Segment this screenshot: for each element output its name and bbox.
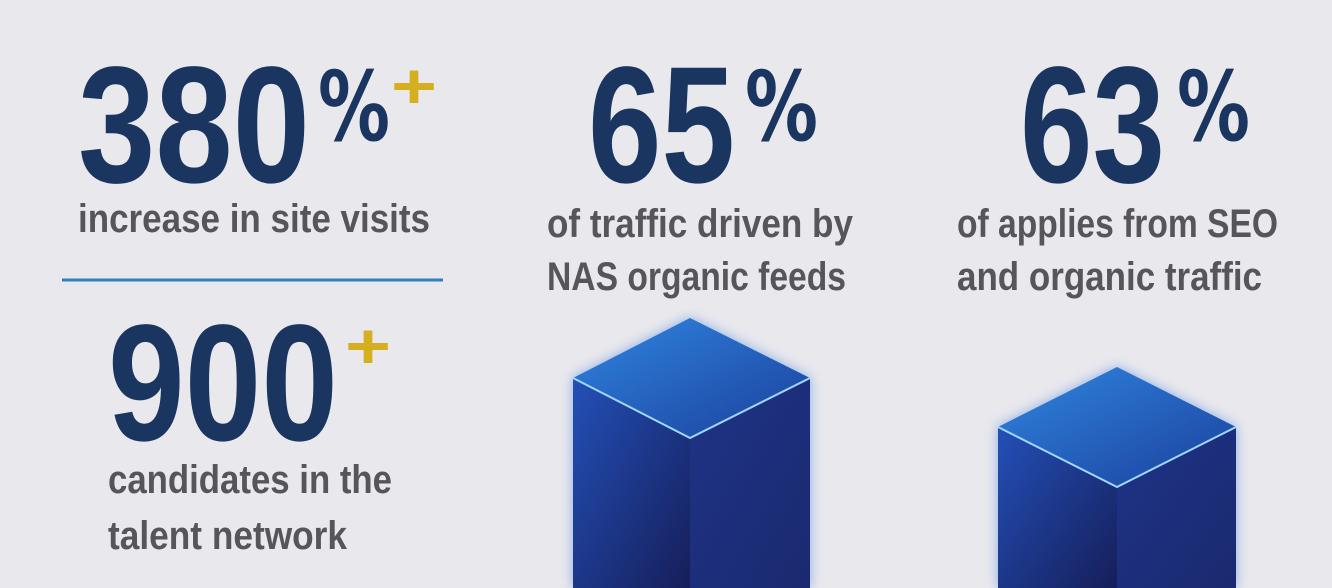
cube-right <box>690 378 810 588</box>
stat-caption: and organic traffic <box>957 255 1262 299</box>
stat-caption: of traffic driven by <box>547 202 854 246</box>
stat-unit: % <box>745 51 818 163</box>
stat-caption: NAS organic feeds <box>547 255 846 299</box>
stat-value: 63 <box>1020 33 1165 218</box>
stat-unit: % <box>318 51 390 163</box>
stat-plus: + <box>345 310 391 382</box>
cube <box>572 318 811 588</box>
stat-value: 65 <box>588 33 735 218</box>
cube <box>997 367 1237 588</box>
cube-left <box>998 427 1117 588</box>
cube-edge <box>997 426 1237 489</box>
stat-value: 900 <box>108 291 338 476</box>
cube-left <box>573 378 690 588</box>
cube-edge <box>572 377 811 440</box>
stat-caption: talent network <box>108 514 348 558</box>
stat-plus: + <box>391 50 437 122</box>
stat-caption: candidates in the <box>108 458 392 502</box>
stat-value: 380 <box>78 33 310 218</box>
stat-caption: of applies from SEO <box>957 202 1278 246</box>
cube-right <box>1117 427 1236 588</box>
stat-unit: % <box>1177 51 1250 163</box>
stat-caption: increase in site visits <box>78 197 430 241</box>
